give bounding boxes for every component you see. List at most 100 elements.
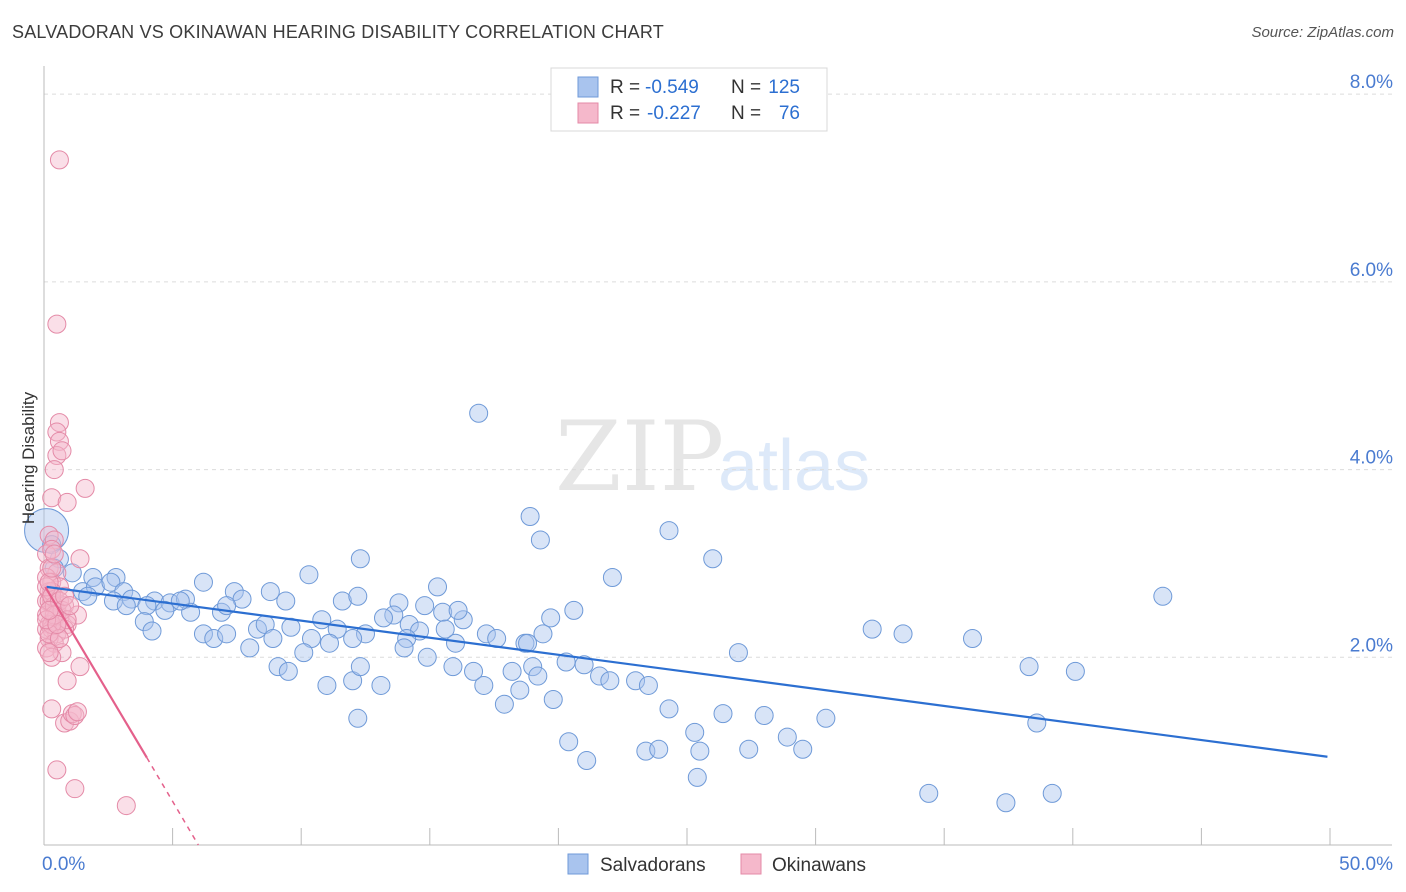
salvadoran-point [543,690,563,710]
salvadoran-point [193,624,213,644]
salvadoran-point [260,582,280,602]
okinawans-trend-line [44,586,148,759]
source-credit: Source: ZipAtlas.com [1251,24,1394,41]
salvadoran-point [685,722,705,742]
salvadoran-point [435,619,455,639]
okinawan-point [57,492,77,512]
salvadoran-point [713,704,733,724]
okinawan-point [75,478,95,498]
salvadoran-point [268,657,288,677]
okinawan-point [65,705,85,725]
series-legend: Salvadorans Okinawans [567,853,866,876]
salvadoran-point [240,638,260,658]
salvadoran-point [101,572,121,592]
salvadoran-point [1019,657,1039,677]
legend-r-label-salvadorans: R = [610,77,640,98]
salvadoran-point [350,549,370,569]
okinawan-point [49,629,69,649]
salvadoran-point [142,621,162,641]
legend-swatch-bottom-salvadorans[interactable] [567,853,589,875]
salvadoran-point [317,675,337,695]
salvadoran-point [433,602,453,622]
okinawan-point [47,314,67,334]
okinawan-point [39,643,59,663]
okinawan-point [49,150,69,170]
legend-n-label-salvadorans: N = [731,77,761,98]
legend-r-label-okinawans: R = [610,103,640,124]
salvadoran-point [217,624,237,644]
y-tick-labels: 2.0% 4.0% 6.0% 8.0% [1350,72,1393,656]
legend-swatch-okinawans [577,102,599,124]
salvadoran-point [626,671,646,691]
okinawan-point [42,488,62,508]
salvadoran-point [415,596,435,616]
salvadoran-point [399,614,419,634]
legend-label-salvadorans[interactable]: Salvadorans [600,855,706,876]
salvadoran-point [170,591,190,611]
salvadoran-point [523,657,543,677]
watermark-atlas: atlas [718,426,870,506]
salvadorans-trend-line [46,585,1328,758]
salvadoran-point [649,739,669,759]
salvadoran-point [78,586,98,606]
legend-r-value-salvadorans: -0.549 [645,77,699,98]
watermark: ZIP atlas [555,401,870,513]
salvadoran-point [371,675,391,695]
okinawan-point [47,760,67,780]
salvadoran-point [962,629,982,649]
okinawan-point [57,671,77,691]
salvadoran-point [312,610,332,630]
salvadoran-point [332,591,352,611]
salvadoran-point [510,680,530,700]
x-tick-marks [43,828,1331,845]
salvadoran-point [278,661,298,681]
legend-n-label-okinawans: N = [731,103,761,124]
salvadoran-point [502,661,522,681]
salvadoran-point [590,666,610,686]
salvadoran-point [443,657,463,677]
salvadoran-point [862,619,882,639]
salvadoran-point [739,739,759,759]
salvadoran-point [389,593,409,613]
salvadoran-point [577,751,597,771]
okinawan-point [65,779,85,799]
salvadoran-point [474,675,494,695]
salvadorans-points [24,403,1173,813]
y-tick-label-0: 2.0% [1350,635,1393,656]
gridlines [44,93,1392,658]
salvadoran-point [453,610,473,630]
okinawan-point [44,544,64,564]
salvadoran-point [263,629,283,649]
x-tick-label-min: 0.0% [42,854,85,875]
okinawan-point [44,460,64,480]
legend-label-okinawans[interactable]: Okinawans [772,855,866,876]
salvadoran-point [476,624,496,644]
okinawan-point [42,558,62,578]
salvadoran-point [528,666,548,686]
okinawan-point [116,796,136,816]
okinawan-point [39,572,59,592]
salvadoran-point [1153,586,1173,606]
okinawan-point [52,441,72,461]
y-tick-label-3: 8.0% [1350,72,1393,93]
legend-swatch-salvadorans [577,76,599,98]
salvadoran-point [777,727,797,747]
salvadoran-point [155,600,175,620]
legend-swatch-bottom-okinawans[interactable] [740,853,762,875]
salvadoran-point [348,586,368,606]
salvadoran-point [793,739,813,759]
y-tick-label-2: 6.0% [1350,260,1393,281]
salvadoran-point [600,671,620,691]
okinawan-point [70,657,90,677]
x-tick-label-max: 50.0% [1339,854,1393,875]
salvadoran-point [520,507,540,527]
okinawan-point [55,586,75,606]
legend-n-value-okinawans: 76 [779,103,800,124]
salvadoran-point [1042,783,1062,803]
salvadoran-point [518,633,538,653]
salvadoran-point [893,624,913,644]
salvadoran-point [394,638,414,658]
okinawans-points [37,150,136,816]
salvadoran-point [564,600,584,620]
salvadoran-point [294,643,314,663]
